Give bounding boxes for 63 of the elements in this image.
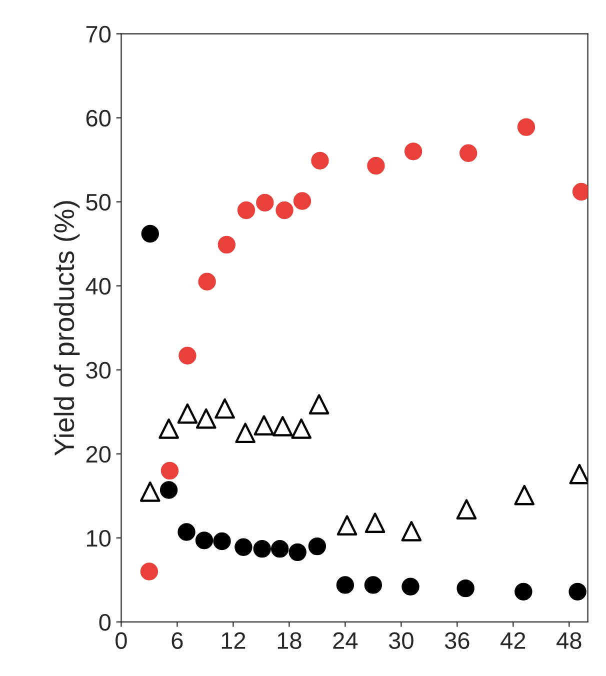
y-axis-title: Yield of products (%) — [54, 201, 80, 456]
point — [140, 482, 160, 502]
point — [291, 418, 312, 439]
point — [514, 484, 535, 506]
x-tick-label: 12 — [222, 632, 246, 649]
point — [308, 537, 326, 556]
point — [568, 582, 586, 601]
y-tick-label: 50 — [86, 194, 111, 211]
point — [364, 576, 382, 594]
point — [177, 403, 198, 424]
x-tick-label: 0 — [116, 632, 127, 649]
point — [404, 142, 422, 160]
point — [213, 532, 231, 550]
point — [517, 118, 536, 136]
point — [178, 346, 196, 364]
point — [237, 201, 256, 220]
x-tick-label: 6 — [172, 632, 183, 649]
point — [198, 272, 216, 291]
point — [308, 394, 330, 414]
point — [401, 521, 422, 542]
point — [254, 415, 274, 436]
point — [367, 156, 385, 175]
y-tick-label: 70 — [86, 26, 111, 43]
point — [402, 578, 420, 596]
point — [460, 144, 478, 162]
point — [514, 582, 532, 601]
x-tick-label: 30 — [388, 632, 414, 649]
point — [364, 512, 386, 533]
point — [270, 540, 289, 558]
x-tick-label: 24 — [333, 632, 358, 649]
point — [140, 562, 158, 580]
x-tick-label: 18 — [278, 632, 302, 649]
point — [214, 398, 235, 419]
point — [253, 540, 271, 558]
point — [272, 416, 293, 436]
x-tick-label: 42 — [500, 632, 526, 649]
point — [234, 538, 252, 556]
point — [235, 422, 256, 444]
point — [195, 532, 214, 550]
y-tick-label: 30 — [86, 362, 111, 379]
y-tick-label: 60 — [86, 110, 111, 127]
y-tick-label: 20 — [86, 446, 111, 463]
point — [336, 576, 354, 594]
point — [160, 462, 179, 480]
point — [178, 523, 196, 541]
point — [293, 192, 312, 210]
x-tick-label: 48 — [556, 632, 582, 649]
y-tick-label: 0 — [99, 614, 111, 631]
point — [158, 418, 179, 439]
point — [456, 499, 477, 520]
y-tick-label: 10 — [87, 530, 111, 547]
point — [196, 408, 216, 429]
point — [311, 152, 329, 170]
point — [141, 224, 159, 243]
x-tick-label: 36 — [444, 632, 470, 649]
point — [288, 543, 306, 562]
point — [336, 515, 358, 536]
point — [160, 481, 178, 499]
point — [456, 579, 474, 598]
point — [256, 194, 274, 212]
point — [218, 236, 236, 254]
y-tick-label: 40 — [86, 278, 111, 295]
point — [276, 201, 294, 220]
